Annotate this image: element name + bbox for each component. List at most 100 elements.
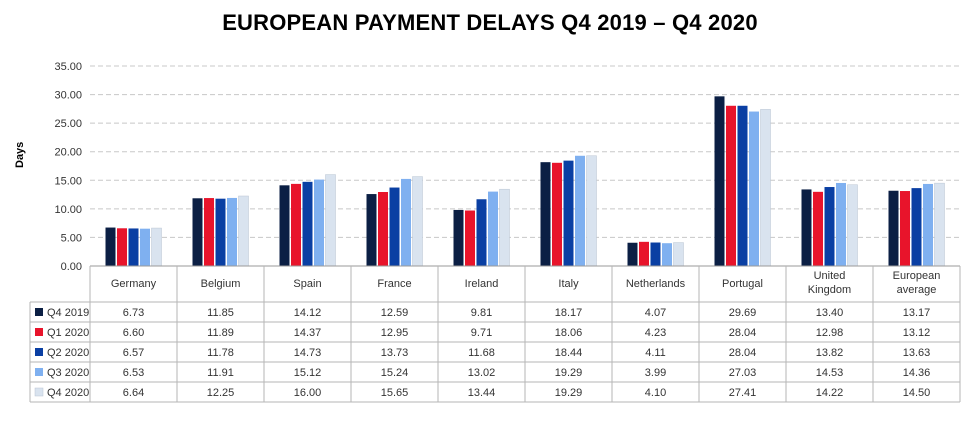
- legend-swatch: [35, 308, 43, 316]
- data-label: 4.07: [645, 307, 666, 319]
- data-label: 6.60: [123, 327, 144, 339]
- bar: [934, 182, 945, 267]
- bar: [801, 189, 812, 266]
- data-label: 12.25: [207, 387, 235, 399]
- data-label: 13.73: [381, 347, 409, 359]
- bar: [105, 227, 116, 266]
- y-tick-label: 0.00: [61, 261, 82, 273]
- data-label: 13.02: [468, 367, 496, 379]
- y-tick-label: 35.00: [54, 61, 82, 73]
- category-label: Portugal: [722, 278, 763, 290]
- bar: [650, 242, 661, 266]
- bar: [204, 198, 214, 266]
- bar: [726, 105, 736, 267]
- data-label: 14.50: [903, 387, 931, 399]
- legend-swatch: [35, 348, 43, 356]
- bar: [488, 191, 498, 266]
- bar: [824, 187, 835, 266]
- bar: [215, 198, 226, 266]
- bar: [836, 182, 846, 266]
- data-label: 13.40: [816, 307, 844, 319]
- bar: [627, 242, 638, 266]
- data-label: 13.44: [468, 387, 496, 399]
- legend-label: Q2 2020: [47, 347, 89, 359]
- bar: [639, 241, 649, 266]
- bar: [302, 181, 313, 266]
- category-label: average: [897, 284, 937, 296]
- bar: [673, 242, 684, 267]
- bar: [476, 199, 487, 266]
- bar: [465, 210, 475, 266]
- bar: [575, 155, 585, 266]
- data-label: 12.95: [381, 327, 409, 339]
- bar: [662, 243, 672, 266]
- y-tick-label: 20.00: [54, 147, 82, 159]
- bar: [314, 179, 324, 266]
- bar: [192, 198, 203, 266]
- bar: [453, 209, 464, 266]
- bar: [888, 190, 899, 266]
- bar: [227, 197, 237, 266]
- bar: [140, 228, 150, 266]
- bar: [923, 183, 933, 266]
- bar: [401, 178, 411, 266]
- data-label: 9.81: [471, 307, 492, 319]
- bar: [378, 192, 388, 266]
- data-label: 15.65: [381, 387, 409, 399]
- legend-swatch: [35, 328, 43, 336]
- bar: [128, 228, 139, 266]
- y-tick-label: 30.00: [54, 90, 82, 102]
- data-label: 14.12: [294, 307, 322, 319]
- bar: [389, 187, 400, 266]
- data-label: 18.06: [555, 327, 583, 339]
- data-label: 19.29: [555, 387, 583, 399]
- data-label: 11.89: [207, 327, 234, 339]
- data-label: 11.68: [468, 347, 495, 359]
- bar: [151, 227, 162, 267]
- bar: [760, 109, 771, 267]
- bar: [279, 185, 290, 266]
- data-label: 14.73: [294, 347, 322, 359]
- category-label: European: [893, 270, 941, 282]
- category-label: Kingdom: [808, 284, 851, 296]
- data-label: 14.22: [816, 387, 844, 399]
- data-label: 14.53: [816, 367, 844, 379]
- data-label: 29.69: [729, 307, 757, 319]
- chart-title: EUROPEAN PAYMENT DELAYS Q4 2019 – Q4 202…: [222, 10, 758, 35]
- bar: [325, 174, 336, 267]
- bar: [900, 191, 910, 266]
- data-label: 28.04: [729, 347, 757, 359]
- data-label: 12.59: [381, 307, 409, 319]
- data-label: 11.85: [207, 307, 234, 319]
- bar: [586, 155, 597, 267]
- data-label: 18.44: [555, 347, 583, 359]
- bar: [563, 160, 574, 266]
- bar: [499, 188, 510, 267]
- data-label: 16.00: [294, 387, 322, 399]
- bar: [412, 176, 423, 267]
- y-tick-label: 15.00: [54, 175, 82, 187]
- bar: [117, 228, 127, 266]
- legend-swatch: [35, 368, 43, 376]
- data-label: 14.36: [903, 367, 931, 379]
- y-tick-label: 10.00: [54, 204, 82, 216]
- data-label: 19.29: [555, 367, 583, 379]
- data-label: 4.10: [645, 387, 666, 399]
- legend-label: Q4 2019: [47, 307, 89, 319]
- y-tick-label: 25.00: [54, 118, 82, 130]
- bar: [552, 162, 562, 266]
- legend-label: Q4 2020: [47, 387, 89, 399]
- data-label: 6.53: [123, 367, 144, 379]
- data-label: 12.98: [816, 327, 844, 339]
- data-label: 6.57: [123, 347, 144, 359]
- legend-label: Q3 2020: [47, 367, 89, 379]
- data-label: 15.24: [381, 367, 409, 379]
- category-label: Netherlands: [626, 278, 686, 290]
- data-label: 11.78: [207, 347, 234, 359]
- data-label: 28.04: [729, 327, 757, 339]
- data-label: 4.11: [645, 347, 666, 359]
- data-label: 3.99: [645, 367, 666, 379]
- category-label: Spain: [293, 278, 321, 290]
- y-tick-label: 5.00: [61, 232, 82, 244]
